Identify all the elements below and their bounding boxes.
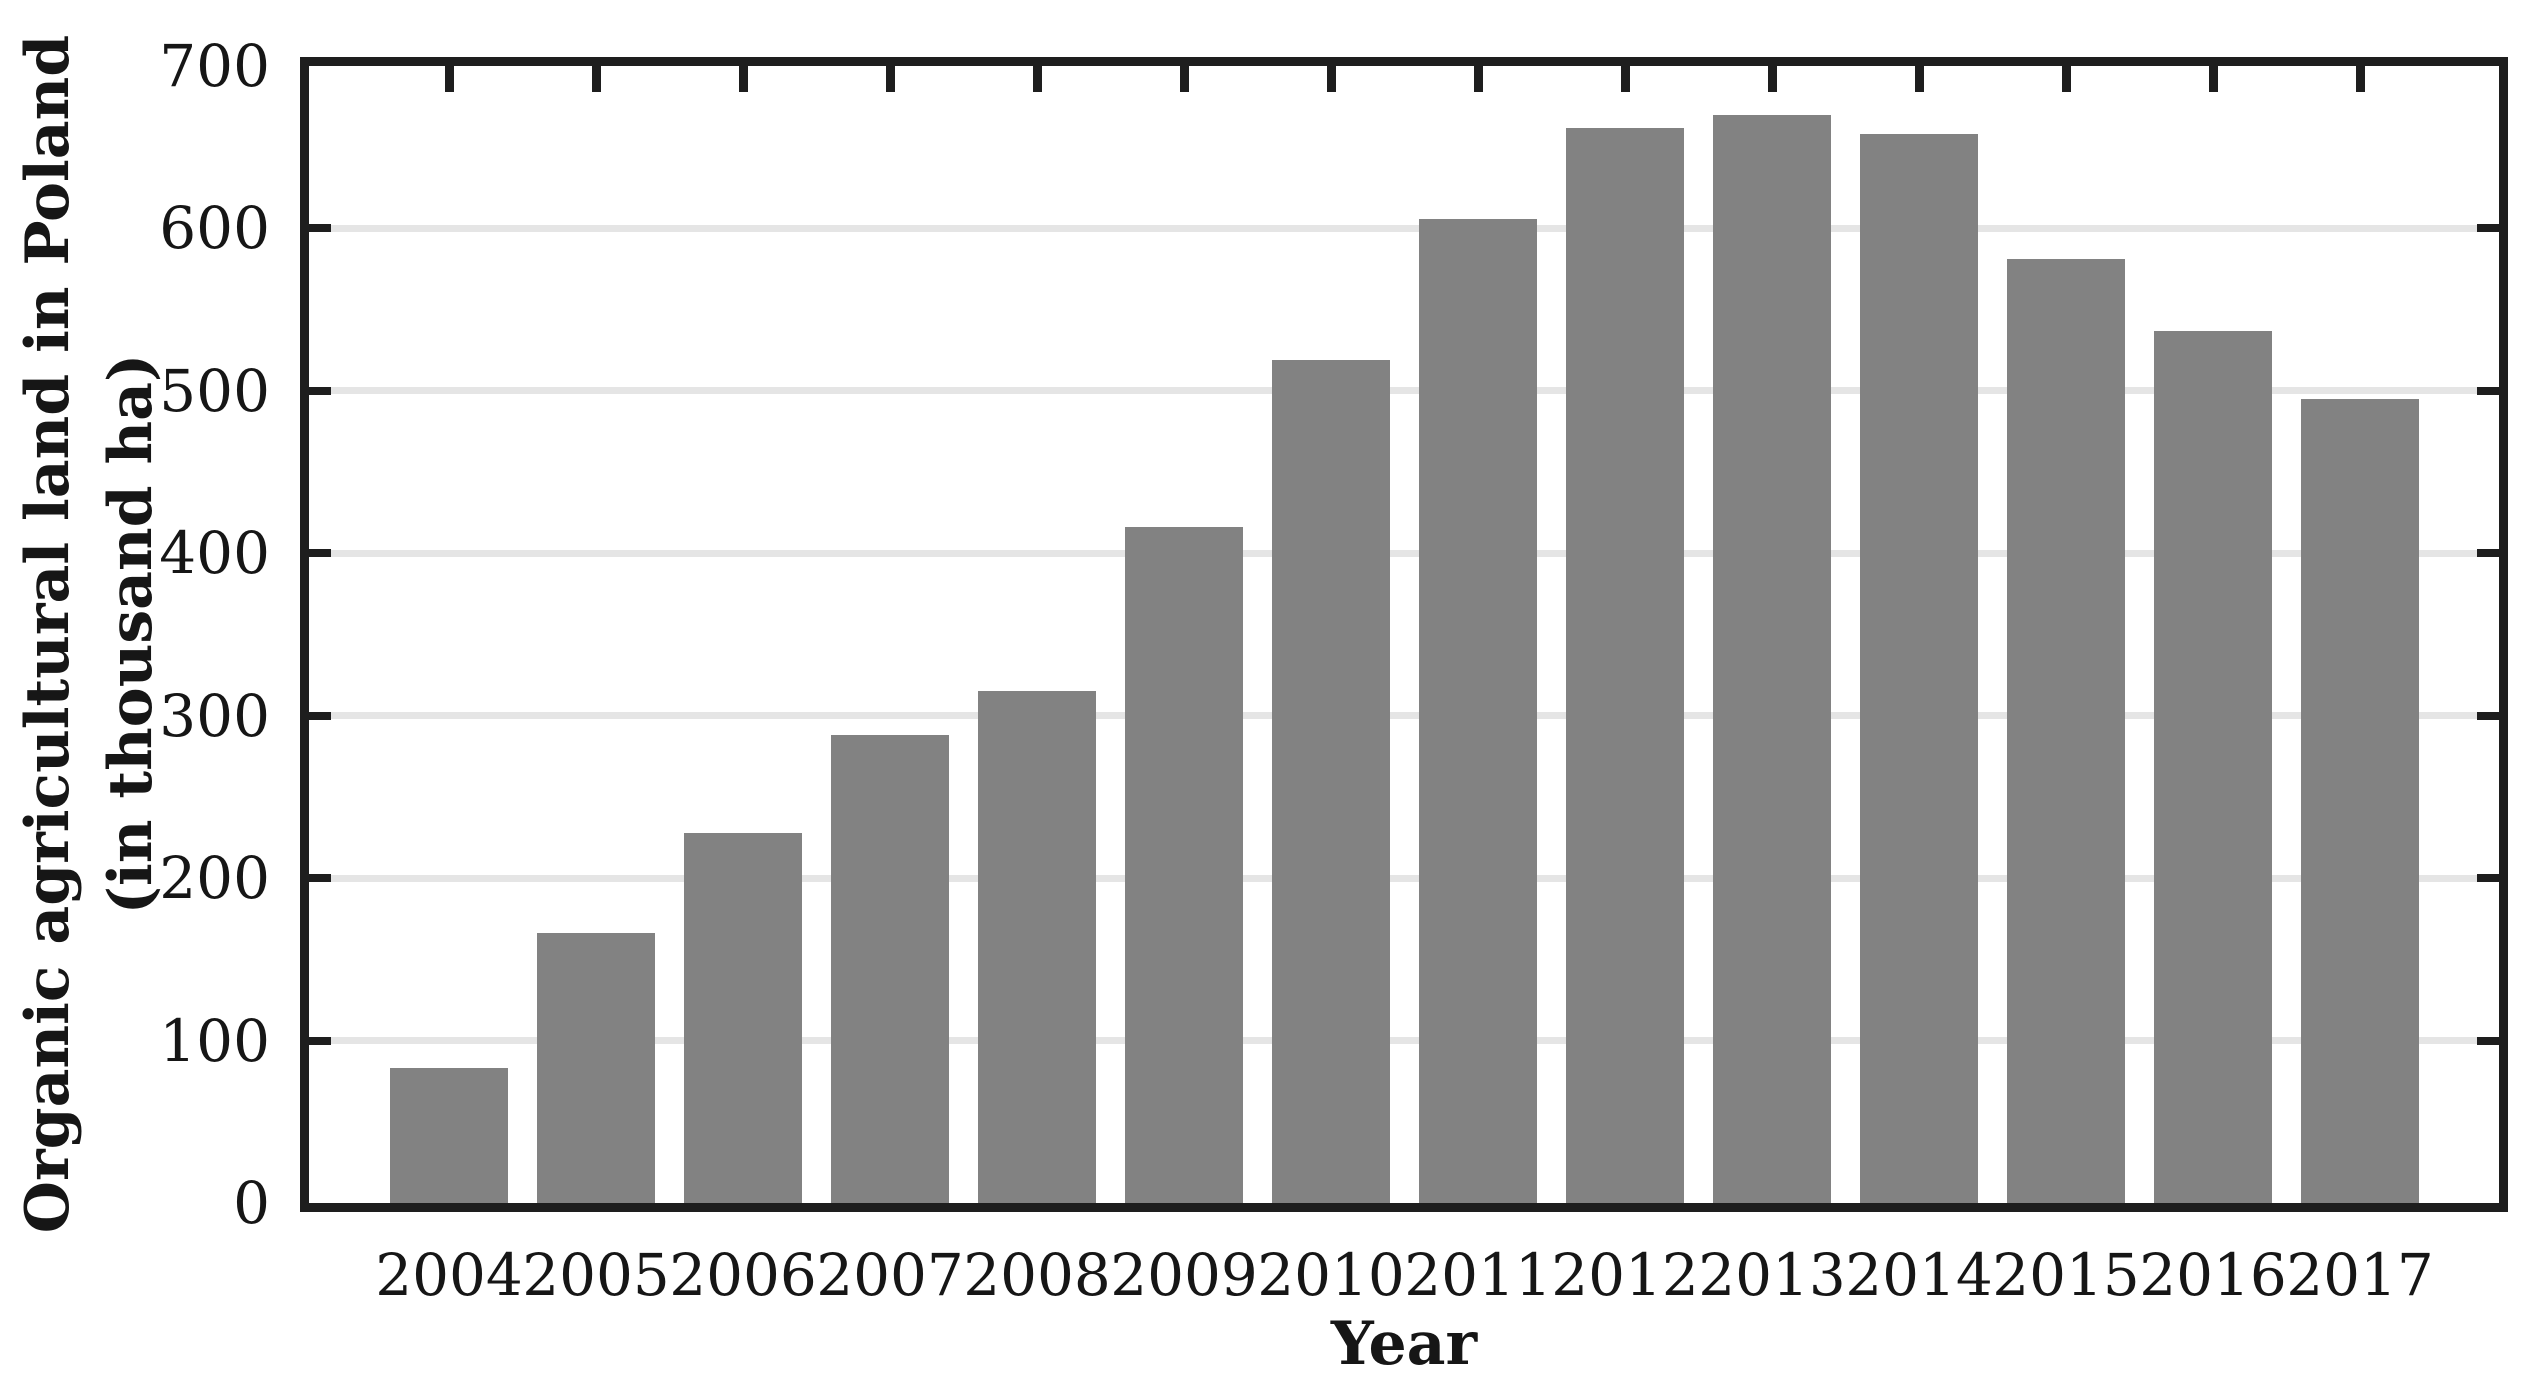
- gridline-100: [309, 1037, 2499, 1045]
- x-tick-top-2017: [2355, 66, 2365, 92]
- bar-2004: [390, 1068, 508, 1203]
- y-tick-label-100: 100: [159, 1006, 270, 1075]
- plot-area: [300, 57, 2508, 1212]
- x-tick-top-2015: [2061, 66, 2071, 92]
- bar-2012: [1566, 128, 1684, 1203]
- bar-2017: [2301, 399, 2419, 1203]
- y-tick-label-200: 200: [159, 844, 270, 913]
- x-tick-label-2015: 2015: [1992, 1241, 2140, 1309]
- gridline-200: [309, 874, 2499, 882]
- x-tick-label-2006: 2006: [669, 1241, 817, 1309]
- bar-2005: [537, 933, 655, 1203]
- gridline-600: [309, 224, 2499, 232]
- y-tick-right-300: [2477, 711, 2499, 720]
- y-tick-left-200: [309, 874, 331, 883]
- x-tick-top-2009: [1179, 66, 1189, 92]
- y-tick-label-700: 700: [159, 32, 270, 100]
- x-tick-label-2013: 2013: [1698, 1241, 1846, 1309]
- y-tick-left-600: [309, 224, 331, 233]
- y-tick-left-400: [309, 549, 331, 558]
- bar-2010: [1272, 360, 1390, 1203]
- y-tick-right-600: [2477, 224, 2499, 233]
- y-tick-label-500: 500: [159, 356, 270, 425]
- y-tick-label-300: 300: [159, 681, 270, 750]
- x-tick-top-2008: [1032, 66, 1042, 92]
- y-tick-left-100: [309, 1036, 331, 1045]
- bar-2016: [2154, 331, 2272, 1203]
- y-tick-right-500: [2477, 386, 2499, 395]
- gridline-300: [309, 712, 2499, 720]
- x-tick-top-2012: [1620, 66, 1630, 92]
- bar-2011: [1419, 219, 1537, 1203]
- x-tick-top-2005: [591, 66, 601, 92]
- x-tick-top-2010: [1326, 66, 1336, 92]
- y-tick-label-600: 600: [159, 194, 270, 263]
- x-tick-label-2007: 2007: [816, 1241, 964, 1309]
- x-axis-title: Year: [1330, 1309, 1478, 1379]
- y-tick-label-400: 400: [159, 519, 270, 588]
- x-tick-top-2016: [2208, 66, 2218, 92]
- x-tick-top-2013: [1767, 66, 1777, 92]
- plot-inner: [309, 66, 2499, 1203]
- x-tick-top-2014: [1914, 66, 1924, 92]
- bar-2009: [1125, 527, 1243, 1203]
- bar-2006: [684, 833, 802, 1203]
- gridline-500: [309, 387, 2499, 395]
- x-tick-label-2012: 2012: [1551, 1241, 1699, 1309]
- bar-2013: [1713, 115, 1831, 1203]
- y-tick-right-100: [2477, 1036, 2499, 1045]
- x-tick-label-2005: 2005: [522, 1241, 670, 1309]
- x-tick-label-2014: 2014: [1845, 1241, 1993, 1309]
- y-tick-left-500: [309, 386, 331, 395]
- x-tick-label-2011: 2011: [1404, 1241, 1552, 1309]
- x-tick-label-2016: 2016: [2139, 1241, 2287, 1309]
- bar-2014: [1860, 134, 1978, 1203]
- x-tick-top-2004: [444, 66, 454, 92]
- y-tick-left-300: [309, 711, 331, 720]
- x-tick-top-2006: [738, 66, 748, 92]
- x-tick-label-2017: 2017: [2286, 1241, 2434, 1309]
- y-tick-right-200: [2477, 874, 2499, 883]
- x-tick-label-2008: 2008: [963, 1241, 1111, 1309]
- bar-2015: [2007, 259, 2125, 1203]
- bar-2007: [831, 735, 949, 1203]
- x-tick-label-2009: 2009: [1110, 1241, 1258, 1309]
- y-axis-title-line2: (in thousand ha): [96, 353, 166, 915]
- x-tick-label-2004: 2004: [375, 1241, 523, 1309]
- bar-2008: [978, 691, 1096, 1203]
- y-tick-right-400: [2477, 549, 2499, 558]
- x-tick-top-2007: [885, 66, 895, 92]
- x-tick-top-2011: [1473, 66, 1483, 92]
- y-tick-label-0: 0: [233, 1169, 270, 1237]
- gridline-400: [309, 549, 2499, 557]
- x-tick-label-2010: 2010: [1257, 1241, 1405, 1309]
